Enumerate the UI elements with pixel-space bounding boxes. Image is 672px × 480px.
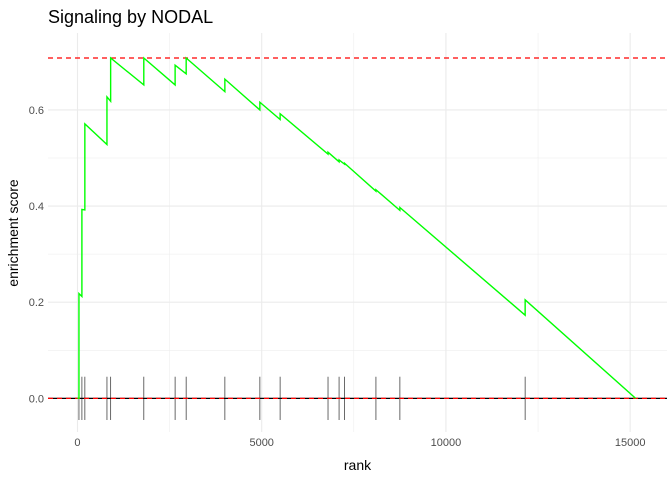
enrichment-score-curve — [77, 56, 637, 400]
reference-lines — [48, 57, 667, 399]
x-axis-tick-labels: 0 5000 10000 15000 — [74, 437, 645, 449]
y-tick-label: 0.2 — [29, 297, 44, 309]
y-tick-label: 0.0 — [29, 393, 44, 405]
chart-title: Signaling by NODAL — [48, 7, 213, 27]
x-tick-label: 0 — [74, 437, 80, 449]
y-tick-label: 0.4 — [29, 201, 44, 213]
x-tick-label: 10000 — [431, 437, 462, 449]
y-axis-tick-labels: 0.0 0.2 0.4 0.6 — [29, 105, 44, 405]
x-tick-label: 15000 — [615, 437, 646, 449]
y-axis-title: enrichment score — [5, 179, 21, 287]
plot-grid — [48, 33, 667, 432]
x-tick-label: 5000 — [249, 437, 273, 449]
x-axis-title: rank — [344, 457, 372, 473]
y-tick-label: 0.6 — [29, 105, 44, 117]
